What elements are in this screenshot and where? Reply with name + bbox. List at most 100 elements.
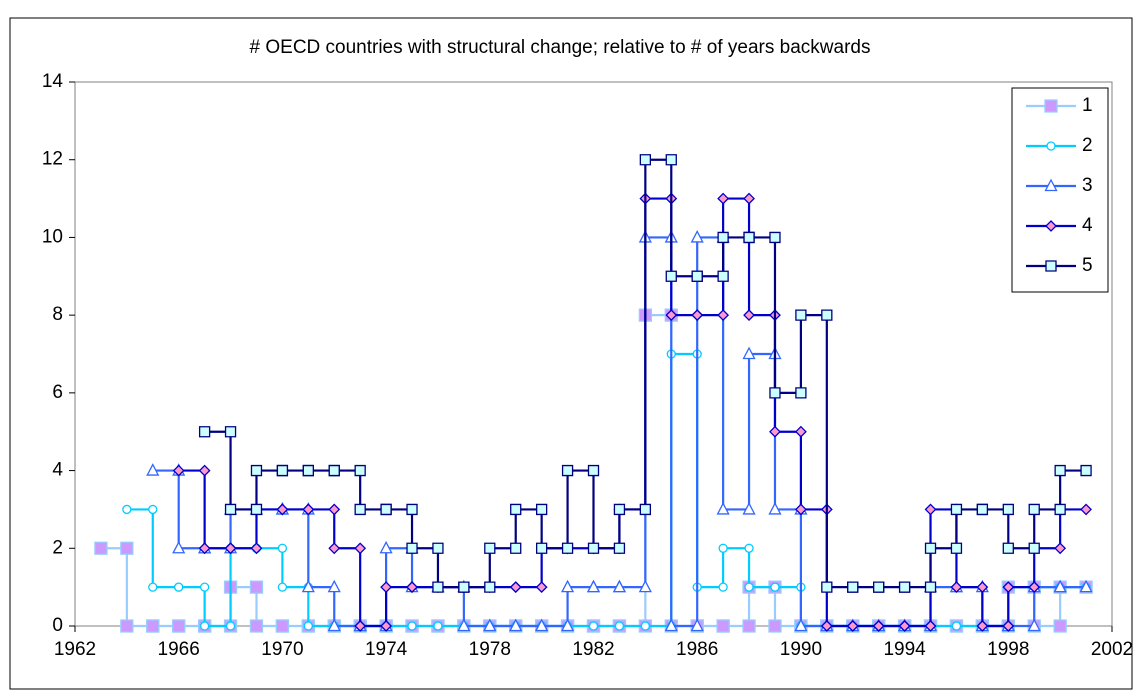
marker — [794, 503, 807, 516]
marker — [535, 581, 548, 594]
marker — [199, 621, 210, 631]
x-tick-label: 1994 — [883, 639, 926, 660]
marker — [691, 270, 703, 282]
marker — [354, 620, 367, 632]
marker — [1028, 542, 1040, 554]
marker — [380, 581, 393, 594]
marker — [820, 620, 833, 632]
y-tick-label: 2 — [52, 537, 63, 558]
legend-label: 5 — [1082, 255, 1093, 276]
marker — [303, 621, 313, 631]
marker — [277, 543, 288, 553]
marker — [302, 503, 315, 516]
marker — [743, 309, 755, 322]
marker — [120, 541, 134, 555]
marker — [432, 542, 444, 554]
marker — [742, 346, 756, 360]
marker — [433, 621, 443, 631]
marker — [380, 503, 392, 516]
marker — [328, 542, 341, 555]
marker — [690, 230, 704, 243]
marker — [717, 270, 729, 282]
marker — [613, 542, 626, 554]
chart-frame — [9, 17, 1133, 690]
x-tick-label: 1998 — [987, 639, 1029, 660]
marker — [458, 581, 470, 593]
chart-title: # OECD countries with structural change;… — [250, 37, 871, 58]
marker — [328, 503, 341, 516]
marker — [225, 621, 236, 631]
marker — [535, 618, 549, 632]
marker — [250, 464, 263, 477]
marker — [354, 464, 366, 477]
marker — [1002, 620, 1015, 632]
marker — [716, 619, 730, 633]
marker — [718, 582, 728, 592]
marker — [639, 503, 651, 516]
y-tick-label: 6 — [52, 382, 63, 403]
marker — [148, 504, 158, 515]
marker — [1054, 542, 1067, 555]
marker — [1002, 581, 1015, 594]
marker — [873, 581, 885, 593]
marker — [665, 154, 677, 166]
marker — [380, 620, 393, 632]
marker — [742, 619, 756, 633]
legend-marker — [1046, 141, 1056, 151]
marker — [509, 618, 523, 632]
marker — [717, 309, 730, 322]
marker — [951, 621, 962, 631]
marker — [432, 581, 444, 593]
marker — [301, 579, 315, 593]
y-tick-label: 0 — [52, 615, 63, 636]
marker — [198, 426, 211, 438]
marker — [122, 504, 132, 515]
x-tick-label: 2002 — [1091, 639, 1133, 660]
marker — [148, 582, 158, 592]
marker — [457, 618, 471, 632]
x-tick-label: 1974 — [365, 639, 408, 660]
marker — [614, 621, 625, 631]
marker — [199, 582, 210, 592]
marker — [510, 542, 522, 554]
marker — [769, 231, 781, 244]
marker — [744, 543, 754, 553]
marker — [924, 503, 937, 516]
marker — [1080, 464, 1092, 477]
marker — [172, 464, 185, 477]
marker — [588, 621, 599, 631]
x-tick-label: 1978 — [469, 639, 511, 660]
marker — [1028, 581, 1041, 594]
marker — [561, 618, 575, 632]
marker — [846, 620, 859, 632]
marker — [172, 540, 186, 554]
marker — [172, 619, 186, 633]
marker — [691, 309, 704, 322]
marker — [717, 192, 730, 205]
series — [198, 154, 1092, 593]
x-tick-label: 1982 — [572, 639, 614, 660]
legend-label: 2 — [1082, 135, 1093, 156]
legend-label: 4 — [1082, 215, 1093, 236]
marker — [1002, 542, 1014, 554]
marker — [561, 542, 574, 554]
marker — [277, 582, 288, 592]
marker — [406, 542, 418, 554]
marker — [898, 620, 911, 632]
marker — [120, 619, 134, 633]
marker — [146, 463, 160, 476]
x-tick-label: 1990 — [780, 639, 822, 660]
marker — [327, 618, 341, 632]
marker — [484, 581, 496, 593]
marker — [328, 464, 340, 477]
x-tick-label: 1962 — [54, 639, 96, 660]
marker — [613, 503, 626, 516]
marker — [638, 579, 652, 593]
marker — [94, 541, 108, 555]
marker — [509, 581, 522, 594]
marker — [250, 542, 263, 555]
marker — [224, 503, 237, 516]
marker — [950, 581, 963, 594]
marker — [224, 542, 237, 555]
marker — [768, 619, 782, 633]
